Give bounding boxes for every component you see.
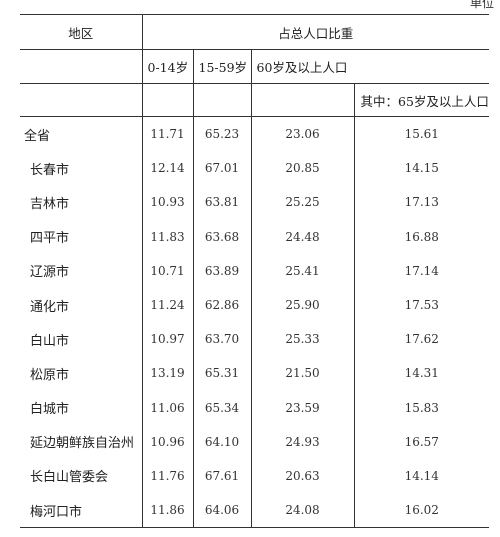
value-65-plus: 15.61 — [353, 116, 490, 152]
header-age-0-14: 0-14岁 — [141, 49, 193, 84]
header-age-15-59: 15-59岁 — [192, 49, 251, 84]
value-0-14: 11.86 — [141, 493, 193, 529]
header-spacer — [20, 83, 142, 117]
table-row: 延边朝鲜族自治州 10.96 64.10 24.93 16.57 — [20, 424, 490, 459]
header-share: 占总人口比重 — [141, 14, 490, 50]
value-65-plus: 14.14 — [353, 458, 490, 494]
value-60-plus: 20.63 — [250, 458, 354, 494]
region-cell: 全省 — [24, 128, 51, 144]
table-row: 长白山管委会 11.76 67.61 20.63 14.14 — [20, 458, 490, 494]
region-cell: 延边朝鲜族自治州 — [30, 436, 135, 452]
table-body: 全省 11.71 65.23 23.06 15.61 长春市 12.14 67.… — [20, 116, 490, 529]
value-0-14: 10.96 — [141, 424, 193, 459]
header-age-65-plus: 其中：65岁及以上人口 — [353, 83, 490, 117]
header-spacer — [192, 83, 251, 117]
value-0-14: 10.71 — [141, 253, 193, 288]
value-15-59: 63.89 — [192, 253, 251, 288]
region-cell: 长春市 — [30, 162, 70, 178]
value-15-59: 65.31 — [192, 356, 251, 391]
value-0-14: 11.76 — [141, 458, 193, 494]
header-region-spacer — [20, 49, 142, 84]
region-cell: 长白山管委会 — [30, 470, 109, 486]
header-row-3: 其中：65岁及以上人口 — [20, 83, 490, 117]
header-row-2: 0-14岁 15-59岁 60岁及以上人口 — [20, 49, 490, 84]
value-15-59: 63.70 — [192, 322, 251, 357]
value-60-plus: 20.85 — [250, 151, 354, 186]
value-60-plus: 25.33 — [250, 322, 354, 357]
value-65-plus: 16.57 — [353, 424, 490, 459]
value-0-14: 10.97 — [141, 322, 193, 357]
value-15-59: 65.23 — [192, 116, 251, 152]
table-row: 通化市 11.24 62.86 25.90 17.53 — [20, 287, 490, 323]
table-row: 白城市 11.06 65.34 23.59 15.83 — [20, 390, 490, 425]
region-cell: 辽源市 — [30, 265, 70, 281]
header-spacer — [250, 83, 354, 117]
table-row: 四平市 11.83 63.68 24.48 16.88 — [20, 219, 490, 254]
population-share-table: 地区 占总人口比重 0-14岁 15-59岁 60岁及以上人口 其中：65岁及以… — [20, 14, 490, 529]
value-65-plus: 17.13 — [353, 185, 490, 220]
header-spacer — [141, 83, 193, 117]
region-cell: 松原市 — [30, 367, 70, 383]
value-0-14: 12.14 — [141, 151, 193, 186]
table-row: 梅河口市 11.86 64.06 24.08 16.02 — [20, 493, 490, 529]
value-65-plus: 15.83 — [353, 390, 490, 425]
unit-label: 单位 — [469, 0, 494, 10]
value-60-plus: 25.90 — [250, 287, 354, 323]
header-age-60-plus: 60岁及以上人口 — [250, 49, 490, 84]
value-0-14: 11.83 — [141, 219, 193, 254]
value-15-59: 67.61 — [192, 458, 251, 494]
table-row: 吉林市 10.93 63.81 25.25 17.13 — [20, 185, 490, 220]
value-65-plus: 17.14 — [353, 253, 490, 288]
value-65-plus: 14.15 — [353, 151, 490, 186]
table-row: 松原市 13.19 65.31 21.50 14.31 — [20, 356, 490, 391]
table-row: 辽源市 10.71 63.89 25.41 17.14 — [20, 253, 490, 288]
header-row-1: 地区 占总人口比重 — [20, 14, 490, 50]
value-0-14: 11.06 — [141, 390, 193, 425]
table-row: 全省 11.71 65.23 23.06 15.61 — [20, 116, 490, 152]
value-60-plus: 23.59 — [250, 390, 354, 425]
value-65-plus: 16.02 — [353, 493, 490, 529]
value-60-plus: 23.06 — [250, 116, 354, 152]
value-15-59: 63.81 — [192, 185, 251, 220]
value-0-14: 13.19 — [141, 356, 193, 391]
value-60-plus: 24.48 — [250, 219, 354, 254]
table-row: 长春市 12.14 67.01 20.85 14.15 — [20, 151, 490, 186]
value-60-plus: 24.93 — [250, 424, 354, 459]
value-65-plus: 16.88 — [353, 219, 490, 254]
value-15-59: 64.10 — [192, 424, 251, 459]
value-15-59: 64.06 — [192, 493, 251, 529]
value-60-plus: 25.41 — [250, 253, 354, 288]
header-region: 地区 — [20, 14, 142, 50]
value-15-59: 65.34 — [192, 390, 251, 425]
region-cell: 白城市 — [30, 402, 70, 418]
value-15-59: 63.68 — [192, 219, 251, 254]
value-65-plus: 14.31 — [353, 356, 490, 391]
value-60-plus: 24.08 — [250, 493, 354, 529]
region-cell: 梅河口市 — [20, 493, 142, 529]
value-60-plus: 21.50 — [250, 356, 354, 391]
value-0-14: 10.93 — [141, 185, 193, 220]
value-15-59: 67.01 — [192, 151, 251, 186]
region-cell: 吉林市 — [30, 196, 70, 212]
value-0-14: 11.24 — [141, 287, 193, 323]
value-60-plus: 25.25 — [250, 185, 354, 220]
region-cell: 四平市 — [30, 231, 70, 247]
table-row: 白山市 10.97 63.70 25.33 17.62 — [20, 322, 490, 357]
region-cell: 通化市 — [30, 299, 70, 315]
value-65-plus: 17.62 — [353, 322, 490, 357]
value-65-plus: 17.53 — [353, 287, 490, 323]
region-cell: 白山市 — [30, 333, 70, 349]
value-0-14: 11.71 — [141, 116, 193, 152]
value-15-59: 62.86 — [192, 287, 251, 323]
